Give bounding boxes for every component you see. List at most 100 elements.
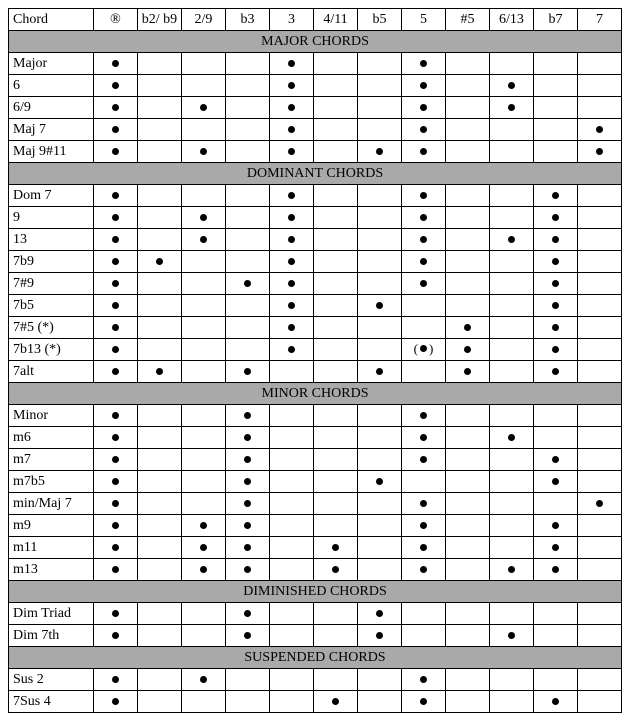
dot-icon xyxy=(464,324,471,331)
chord-cell xyxy=(226,537,270,559)
chord-cell xyxy=(270,119,314,141)
chord-cell xyxy=(226,97,270,119)
chord-cell xyxy=(94,75,138,97)
chord-cell xyxy=(534,185,578,207)
chord-cell xyxy=(270,559,314,581)
header-col: 3 xyxy=(270,9,314,31)
chord-cell xyxy=(578,141,622,163)
dot-icon xyxy=(508,104,515,111)
dot-icon xyxy=(112,412,119,419)
chord-cell xyxy=(490,273,534,295)
chord-cell xyxy=(578,405,622,427)
dot-icon xyxy=(200,104,207,111)
chord-cell xyxy=(270,515,314,537)
table-row: Sus 2 xyxy=(9,669,622,691)
dot-icon xyxy=(112,698,119,705)
chord-cell xyxy=(314,405,358,427)
chord-cell xyxy=(182,251,226,273)
dot-icon xyxy=(332,544,339,551)
chord-label: Maj 7 xyxy=(9,119,94,141)
dot-icon xyxy=(200,236,207,243)
dot-icon xyxy=(112,60,119,67)
chord-cell xyxy=(138,339,182,361)
table-row: Minor xyxy=(9,405,622,427)
chord-cell xyxy=(578,229,622,251)
chord-cell xyxy=(182,427,226,449)
dot-icon xyxy=(288,104,295,111)
chord-cell xyxy=(446,229,490,251)
chord-cell xyxy=(226,669,270,691)
chord-cell xyxy=(138,97,182,119)
chord-cell xyxy=(358,53,402,75)
chord-cell xyxy=(490,317,534,339)
dot-icon xyxy=(464,368,471,375)
chord-cell xyxy=(358,515,402,537)
chord-label: 7#5 (*) xyxy=(9,317,94,339)
chord-cell xyxy=(534,317,578,339)
chord-cell xyxy=(578,691,622,713)
chord-cell xyxy=(270,75,314,97)
chord-cell xyxy=(226,141,270,163)
chord-cell xyxy=(182,53,226,75)
chord-cell xyxy=(138,537,182,559)
dot-icon xyxy=(112,632,119,639)
chord-cell xyxy=(578,295,622,317)
table-row: m11 xyxy=(9,537,622,559)
chord-cell xyxy=(270,317,314,339)
chord-cell xyxy=(94,119,138,141)
chord-label: m7b5 xyxy=(9,471,94,493)
chord-cell xyxy=(490,625,534,647)
chord-cell xyxy=(534,229,578,251)
chord-cell xyxy=(402,471,446,493)
chord-cell xyxy=(182,339,226,361)
chord-cell xyxy=(182,449,226,471)
chord-cell xyxy=(94,339,138,361)
dot-icon xyxy=(552,346,559,353)
chord-cell xyxy=(138,141,182,163)
chord-cell xyxy=(94,361,138,383)
chord-cell xyxy=(270,339,314,361)
header-col: 5 xyxy=(402,9,446,31)
dot-icon xyxy=(112,434,119,441)
dot-icon xyxy=(156,258,163,265)
chord-cell xyxy=(270,251,314,273)
dot-icon xyxy=(112,478,119,485)
chord-cell xyxy=(138,273,182,295)
chord-cell xyxy=(446,515,490,537)
chord-cell xyxy=(358,185,402,207)
chord-cell xyxy=(446,603,490,625)
table-row: m7b5 xyxy=(9,471,622,493)
chord-cell xyxy=(138,207,182,229)
dot-icon xyxy=(420,566,427,573)
chord-cell xyxy=(182,317,226,339)
chord-label: min/Maj 7 xyxy=(9,493,94,515)
dot-icon xyxy=(112,214,119,221)
chord-cell xyxy=(314,427,358,449)
dot-icon xyxy=(376,478,383,485)
chord-cell xyxy=(270,493,314,515)
chord-cell xyxy=(226,119,270,141)
table-row: min/Maj 7 xyxy=(9,493,622,515)
chord-cell xyxy=(314,339,358,361)
chord-cell xyxy=(270,273,314,295)
chord-cell xyxy=(578,97,622,119)
dot-icon xyxy=(112,610,119,617)
chord-cell xyxy=(446,185,490,207)
section-header: DOMINANT CHORDS xyxy=(9,163,622,185)
chord-cell xyxy=(490,295,534,317)
chord-cell xyxy=(490,427,534,449)
chord-cell xyxy=(226,361,270,383)
table-row: 6 xyxy=(9,75,622,97)
chord-cell xyxy=(270,603,314,625)
dot-icon xyxy=(244,456,251,463)
chord-cell xyxy=(490,339,534,361)
chord-cell xyxy=(358,295,402,317)
dot-icon xyxy=(244,368,251,375)
dot-icon xyxy=(552,544,559,551)
chord-cell xyxy=(578,251,622,273)
dot-icon xyxy=(552,698,559,705)
chord-cell xyxy=(402,449,446,471)
chord-cell xyxy=(358,251,402,273)
chord-cell xyxy=(226,559,270,581)
chord-cell xyxy=(534,537,578,559)
